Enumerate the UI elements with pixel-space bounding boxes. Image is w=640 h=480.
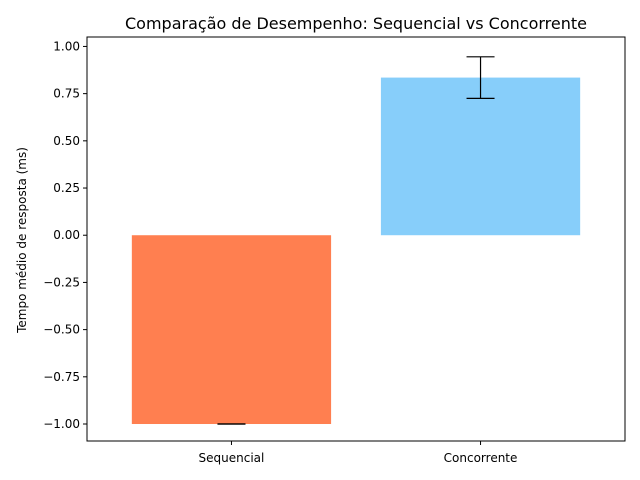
y-tick-label: 0.00: [53, 228, 80, 242]
y-tick-label: 0.50: [53, 134, 80, 148]
y-tick-label: 1.00: [53, 39, 80, 53]
x-tick-label: Concorrente: [444, 451, 518, 465]
x-tick-label: Sequencial: [199, 451, 265, 465]
y-tick-label: 0.75: [53, 87, 80, 101]
plot-frame: [86, 36, 626, 442]
y-axis-label: Tempo médio de resposta (ms): [15, 147, 29, 334]
y-tick-label: 0.25: [53, 181, 80, 195]
chart-title: Comparação de Desempenho: Sequencial vs …: [125, 14, 587, 33]
axes: −1.00 −0.75 −0.50 −0.25 0.00 0.25 0.50 0.75 1.00…: [43, 36, 626, 465]
y-tick-label: −0.50: [43, 323, 80, 337]
y-tick-label: −0.25: [43, 275, 80, 289]
y-tick-label: −0.75: [43, 370, 80, 384]
y-tick-label: −1.00: [43, 417, 80, 431]
bar-sequencial: [131, 235, 332, 425]
bar-concorrente: [380, 77, 581, 236]
plot-area: [131, 56, 581, 425]
